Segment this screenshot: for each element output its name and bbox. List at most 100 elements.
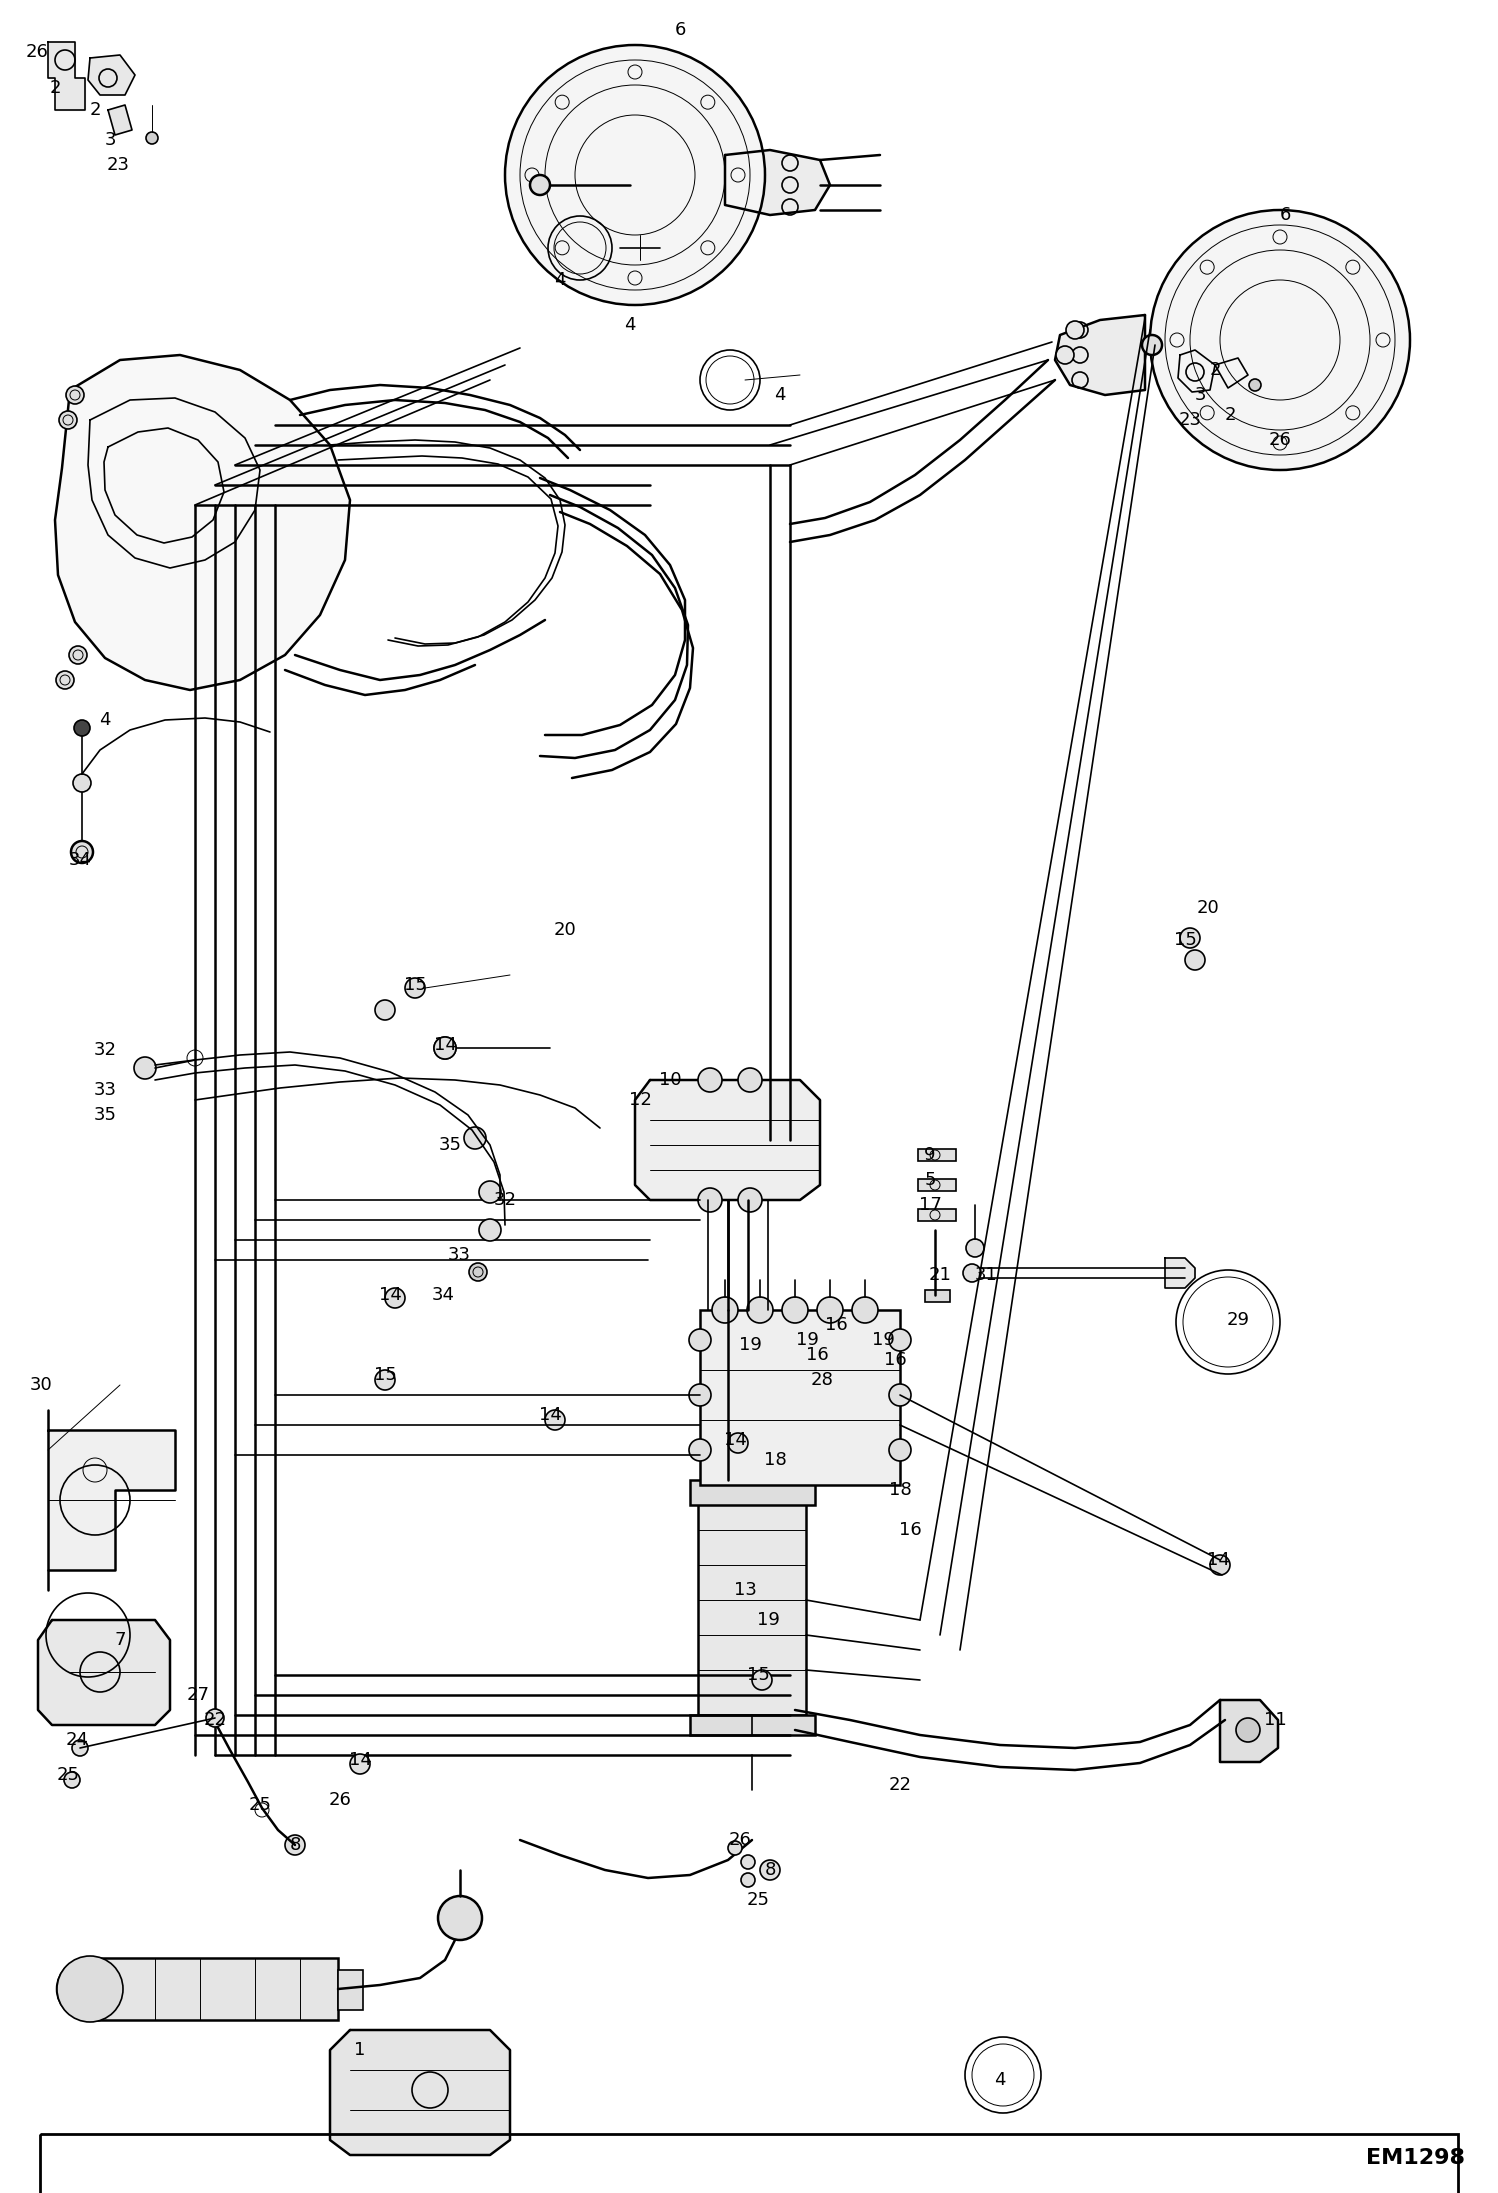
Bar xyxy=(918,1149,956,1160)
Text: 8: 8 xyxy=(289,1836,301,1853)
Text: 9: 9 xyxy=(924,1147,936,1164)
Text: 32: 32 xyxy=(93,1042,117,1059)
Circle shape xyxy=(966,1239,984,1257)
Circle shape xyxy=(545,1410,565,1430)
Circle shape xyxy=(1141,336,1162,355)
Polygon shape xyxy=(1177,351,1215,393)
Circle shape xyxy=(689,1439,712,1461)
Circle shape xyxy=(285,1836,306,1855)
Circle shape xyxy=(469,1263,487,1281)
Polygon shape xyxy=(1165,1259,1195,1287)
Circle shape xyxy=(739,1068,762,1092)
Circle shape xyxy=(1236,1717,1260,1741)
Circle shape xyxy=(69,647,87,664)
Circle shape xyxy=(888,1439,911,1461)
Circle shape xyxy=(66,386,84,404)
Circle shape xyxy=(437,1897,482,1941)
Text: 15: 15 xyxy=(746,1667,770,1684)
Text: 3: 3 xyxy=(105,132,115,149)
Polygon shape xyxy=(48,1430,175,1570)
Text: 14: 14 xyxy=(349,1750,372,1770)
Text: 10: 10 xyxy=(659,1070,682,1090)
Circle shape xyxy=(742,1855,755,1868)
Circle shape xyxy=(752,1671,771,1691)
Circle shape xyxy=(689,1329,712,1351)
Text: 25: 25 xyxy=(57,1765,79,1783)
Text: 4: 4 xyxy=(554,272,566,289)
Circle shape xyxy=(748,1296,773,1322)
Bar xyxy=(918,1208,956,1222)
Circle shape xyxy=(1150,211,1410,469)
Text: 6: 6 xyxy=(1279,206,1291,224)
Text: 16: 16 xyxy=(824,1316,848,1333)
Text: 14: 14 xyxy=(724,1432,746,1450)
Circle shape xyxy=(698,1068,722,1092)
Text: 2: 2 xyxy=(90,101,100,118)
Text: 5: 5 xyxy=(924,1171,936,1189)
Text: 19: 19 xyxy=(739,1336,761,1353)
Bar xyxy=(691,1715,815,1735)
Text: 26: 26 xyxy=(1269,432,1291,450)
Text: 19: 19 xyxy=(795,1331,818,1349)
Text: 35: 35 xyxy=(93,1105,117,1125)
Circle shape xyxy=(351,1754,370,1774)
Polygon shape xyxy=(1055,316,1144,395)
Circle shape xyxy=(207,1708,225,1728)
Circle shape xyxy=(55,671,73,689)
Text: 33: 33 xyxy=(93,1081,117,1099)
Text: 15: 15 xyxy=(403,976,427,993)
Circle shape xyxy=(505,46,765,305)
Circle shape xyxy=(73,774,91,792)
Polygon shape xyxy=(55,355,351,691)
Circle shape xyxy=(374,1000,395,1020)
Circle shape xyxy=(712,1296,739,1322)
Circle shape xyxy=(464,1127,485,1149)
Text: 33: 33 xyxy=(448,1246,470,1263)
Circle shape xyxy=(58,410,76,430)
Polygon shape xyxy=(37,1621,169,1726)
Circle shape xyxy=(73,719,90,737)
Circle shape xyxy=(698,1189,722,1213)
Polygon shape xyxy=(1219,1700,1278,1761)
Text: 34: 34 xyxy=(431,1285,454,1305)
Text: 23: 23 xyxy=(106,156,129,173)
Text: 20: 20 xyxy=(554,921,577,939)
Text: 14: 14 xyxy=(1206,1550,1230,1568)
Text: 26: 26 xyxy=(728,1831,752,1849)
Text: 4: 4 xyxy=(99,711,111,728)
Text: 12: 12 xyxy=(629,1090,652,1110)
Circle shape xyxy=(385,1287,404,1307)
Bar xyxy=(700,1309,900,1485)
Text: 23: 23 xyxy=(1179,410,1201,430)
Text: 35: 35 xyxy=(439,1136,461,1154)
Text: 15: 15 xyxy=(373,1366,397,1384)
Polygon shape xyxy=(635,1079,819,1200)
Text: EM1298: EM1298 xyxy=(1366,2147,1465,2169)
Bar xyxy=(691,1480,815,1504)
Text: 14: 14 xyxy=(433,1035,457,1055)
Circle shape xyxy=(1185,950,1204,969)
Circle shape xyxy=(739,1189,762,1213)
Circle shape xyxy=(888,1384,911,1406)
Circle shape xyxy=(133,1057,156,1079)
Circle shape xyxy=(64,1772,79,1787)
Circle shape xyxy=(963,1263,981,1283)
Circle shape xyxy=(816,1296,843,1322)
Circle shape xyxy=(479,1219,500,1241)
Circle shape xyxy=(852,1296,878,1322)
Text: 19: 19 xyxy=(872,1331,894,1349)
Circle shape xyxy=(530,175,550,195)
Circle shape xyxy=(782,1296,807,1322)
Circle shape xyxy=(728,1432,748,1454)
Text: 21: 21 xyxy=(929,1265,951,1283)
Circle shape xyxy=(1067,320,1085,340)
Circle shape xyxy=(145,132,157,145)
Circle shape xyxy=(434,1037,455,1059)
Circle shape xyxy=(75,721,88,735)
Circle shape xyxy=(72,1739,88,1757)
Text: 4: 4 xyxy=(625,316,635,333)
Circle shape xyxy=(759,1860,780,1879)
Circle shape xyxy=(404,978,425,998)
Text: 4: 4 xyxy=(774,386,786,404)
Polygon shape xyxy=(88,55,135,94)
